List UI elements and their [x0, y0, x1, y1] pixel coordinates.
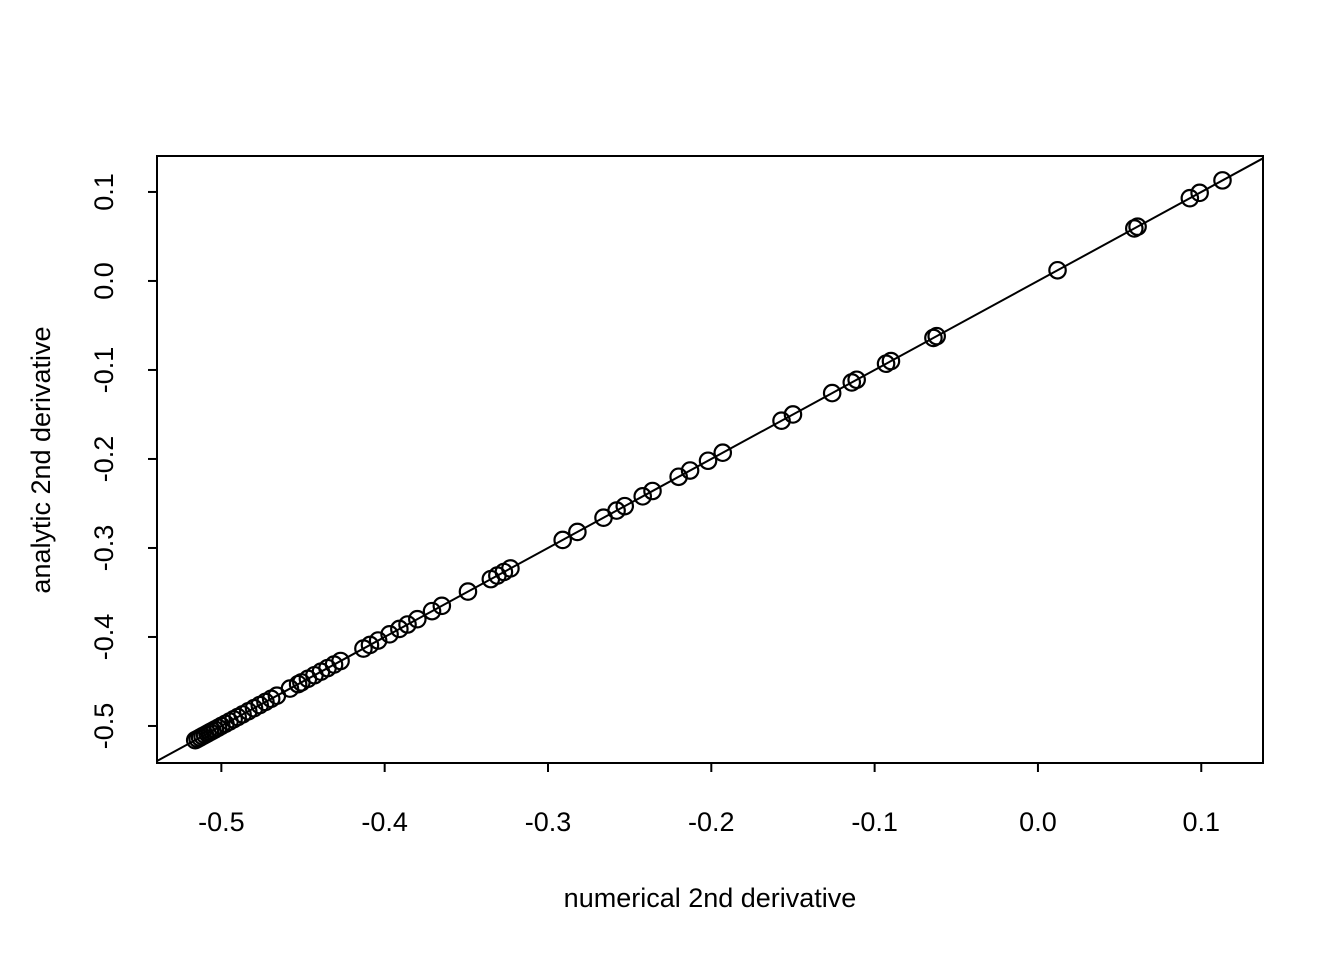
- x-tick-label: 0.0: [1019, 807, 1057, 837]
- data-point: [1180, 188, 1200, 208]
- data-point: [822, 383, 842, 403]
- data-point: [783, 405, 803, 424]
- y-tick-label: -0.5: [89, 703, 119, 750]
- data-point: [568, 522, 587, 542]
- x-axis: -0.5 -0.4 -0.3 -0.2 -0.1 0.0 0.1: [198, 763, 1220, 837]
- data-point: [669, 467, 688, 487]
- data-points: [185, 171, 1232, 750]
- data-point: [772, 411, 791, 430]
- data-point: [633, 487, 653, 506]
- data-point: [1213, 171, 1232, 190]
- data-point: [331, 651, 350, 671]
- data-point: [458, 582, 478, 601]
- data-point: [881, 351, 901, 371]
- x-tick-label: -0.4: [361, 807, 408, 837]
- x-tick-label: -0.2: [688, 807, 735, 837]
- reference-line: [156, 157, 1264, 762]
- data-point: [368, 631, 388, 650]
- data-point: [680, 461, 700, 480]
- y-axis: -0.5 -0.4 -0.3 -0.2 -0.1 0.0 0.1: [89, 173, 157, 749]
- data-point: [432, 596, 452, 616]
- y-axis-label: analytic 2nd derivative: [26, 326, 56, 593]
- data-point: [698, 451, 718, 471]
- data-point: [380, 625, 399, 644]
- x-axis-label: numerical 2nd derivative: [564, 883, 857, 913]
- data-point: [847, 370, 866, 390]
- x-tick-label: -0.3: [525, 807, 572, 837]
- y-tick-label: 0.0: [89, 262, 119, 300]
- data-point: [615, 496, 635, 516]
- y-tick-label: -0.2: [89, 436, 119, 483]
- data-point: [1128, 217, 1147, 236]
- x-tick-label: 0.1: [1182, 807, 1220, 837]
- data-point: [927, 326, 946, 346]
- data-point: [713, 443, 733, 463]
- x-tick-label: -0.1: [851, 807, 898, 837]
- x-tick-label: -0.5: [198, 807, 245, 837]
- data-point: [1190, 183, 1209, 203]
- data-point: [643, 481, 662, 501]
- data-point: [398, 615, 417, 634]
- y-tick-label: -0.3: [89, 525, 119, 572]
- data-point: [553, 530, 572, 550]
- identity-line: [156, 157, 1264, 762]
- y-tick-label: -0.4: [89, 614, 119, 661]
- data-point: [408, 609, 427, 629]
- data-point: [501, 559, 520, 578]
- data-point: [1048, 260, 1067, 280]
- y-tick-label: -0.1: [89, 347, 119, 394]
- data-point: [422, 601, 442, 621]
- y-tick-label: 0.1: [89, 173, 119, 211]
